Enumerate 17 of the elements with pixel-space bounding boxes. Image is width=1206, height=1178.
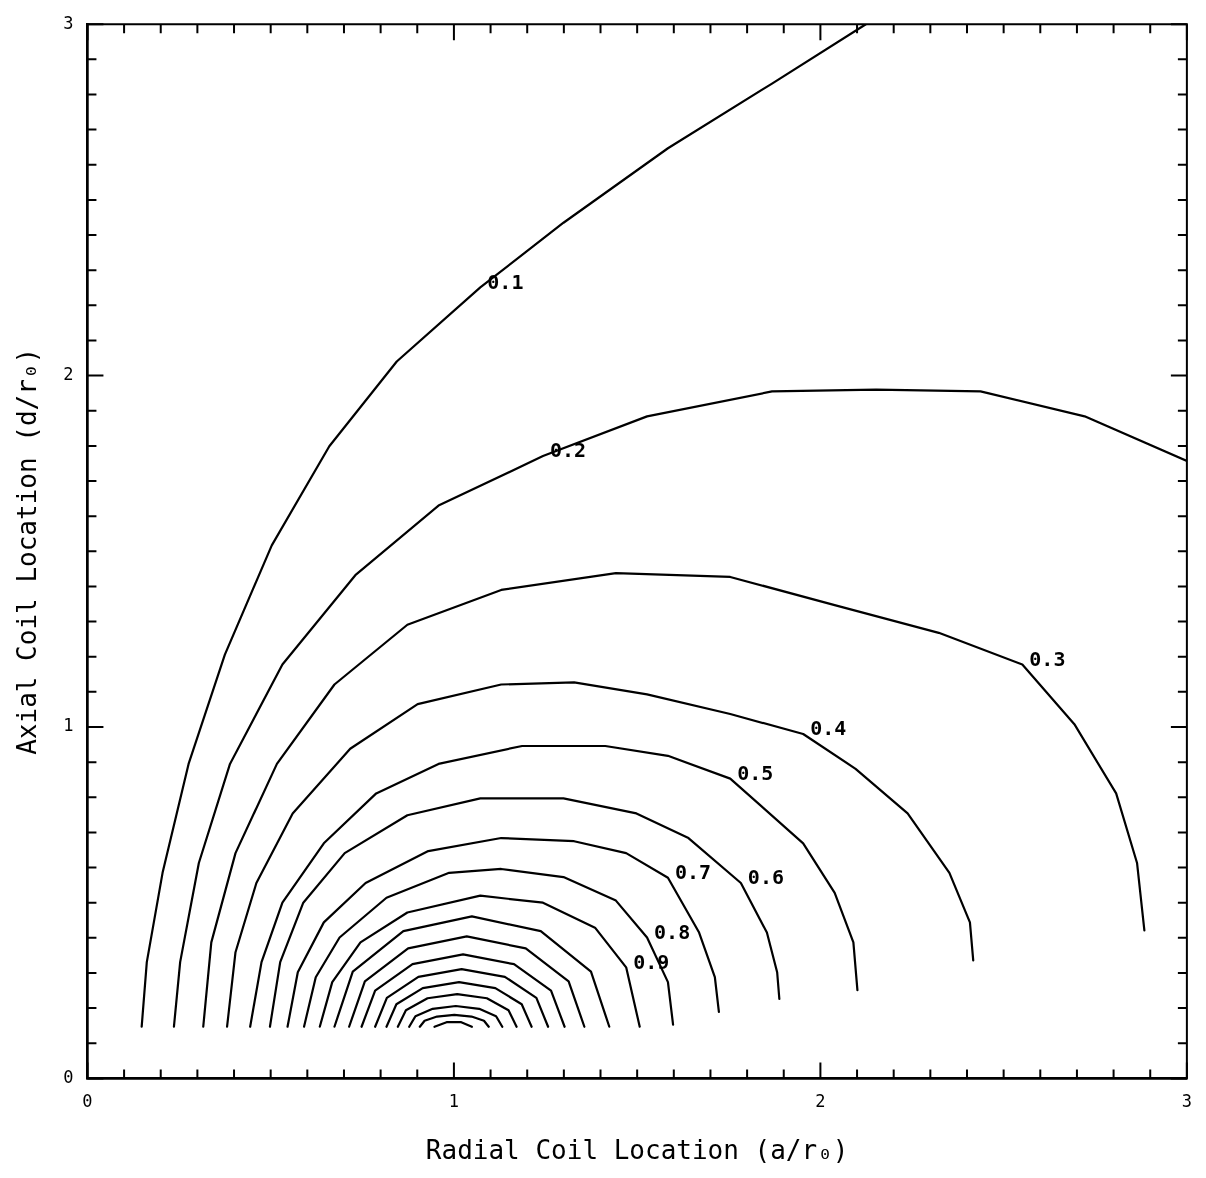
x-tick-label: 2 xyxy=(815,1091,826,1112)
annotation: 0.1 xyxy=(487,269,524,294)
annotation: 0.5 xyxy=(737,760,774,785)
x-tick-label: 3 xyxy=(1181,1091,1193,1112)
y-tick-label: 3 xyxy=(63,12,74,33)
y-tick-label: 2 xyxy=(63,364,74,385)
x-tick-label: 1 xyxy=(448,1091,460,1112)
annotation: 0.7 xyxy=(674,859,712,884)
y-axis-title: Axial Coil Location (d/r₀) xyxy=(12,347,43,755)
x-axis-title: Radial Coil Location (a/r₀) xyxy=(425,1135,849,1166)
annotation: 0.3 xyxy=(1029,646,1066,671)
y-tick-label: 0 xyxy=(63,1066,74,1087)
y-tick-label: 1 xyxy=(63,715,74,736)
annotation: 0.6 xyxy=(747,865,784,890)
annotation: 0.4 xyxy=(810,716,847,741)
annotation: 0.8 xyxy=(654,919,691,944)
x-tick-label: 0 xyxy=(82,1091,93,1112)
